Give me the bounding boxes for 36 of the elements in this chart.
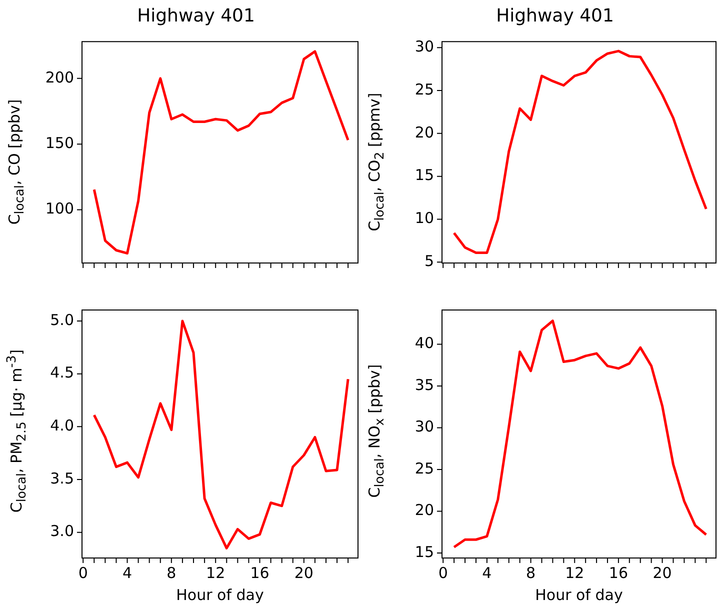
y-tick-label: 5: [424, 252, 434, 270]
chart-title: Highway 401: [137, 5, 255, 26]
y-tick-label: 30: [414, 418, 434, 436]
x-tick-label: 12: [206, 564, 226, 582]
x-axis-title: Hour of day: [176, 586, 264, 604]
y-tick-label: 15: [414, 166, 434, 184]
y-tick-label: 20: [414, 123, 434, 142]
x-tick-label: 8: [166, 564, 176, 582]
x-tick-label: 20: [294, 564, 314, 582]
x-tick-label: 16: [608, 564, 628, 582]
x-tick-label: 16: [250, 564, 270, 582]
y-tick-label: 5.0: [50, 310, 74, 329]
y-tick-label: 15: [414, 542, 434, 561]
x-tick-label: 8: [526, 564, 536, 582]
x-tick-label: 0: [438, 564, 448, 582]
y-tick-label: 30: [414, 38, 434, 56]
x-tick-label: 0: [78, 564, 88, 582]
y-tick-label: 40: [414, 334, 434, 352]
y-tick-label: 3.5: [50, 469, 74, 488]
y-tick-label: 100: [45, 200, 74, 218]
x-tick-label: 4: [482, 564, 492, 582]
y-tick-label: 35: [414, 376, 434, 394]
x-tick-label: 4: [122, 564, 132, 582]
y-tick-label: 200: [45, 68, 74, 86]
y-tick-label: 20: [414, 501, 434, 520]
x-tick-label: 20: [652, 564, 672, 582]
y-tick-label: 4.5: [50, 364, 74, 382]
y-tick-label: 150: [45, 134, 74, 152]
y-tick-label: 25: [414, 459, 434, 478]
y-tick-label: 3.0: [50, 522, 74, 540]
x-axis-title: Hour of day: [535, 586, 623, 604]
y-tick-label: 25: [414, 80, 434, 98]
chart-title: Highway 401: [496, 5, 614, 26]
y-tick-label: 10: [414, 209, 434, 228]
y-tick-label: 4.0: [50, 416, 74, 435]
x-tick-label: 12: [565, 564, 584, 582]
